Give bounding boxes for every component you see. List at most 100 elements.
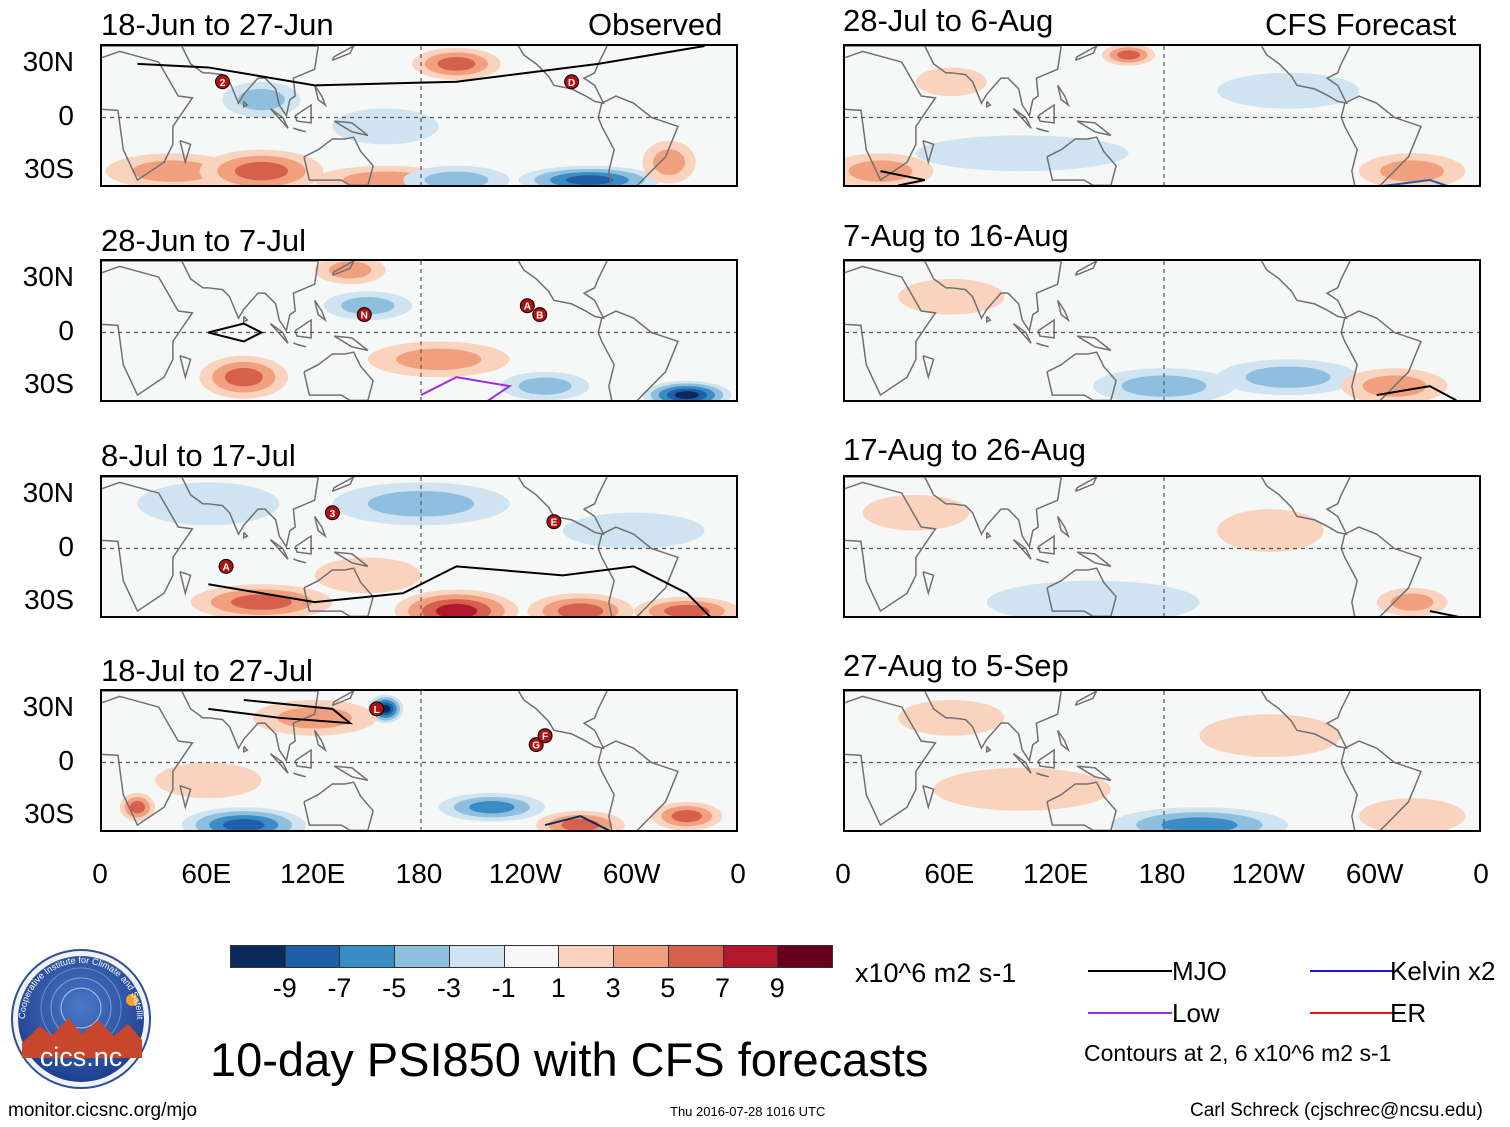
y-tick-label: 0 [58, 744, 74, 776]
coastline [1056, 515, 1070, 539]
coastline [1076, 765, 1112, 782]
map-canvas: L GF [102, 691, 736, 830]
y-tick-label: 30N [22, 45, 74, 77]
map-canvas: N AB [102, 261, 736, 400]
coastline [1012, 752, 1032, 774]
observed-panel-title: 28-Jun to 7-Jul [101, 223, 307, 258]
coastline [1076, 120, 1112, 137]
y-tick-label: 30S [24, 153, 74, 185]
x-tick-label: 0 [92, 858, 108, 889]
coastline [243, 100, 249, 108]
contour-line [208, 565, 711, 616]
map-canvas [845, 691, 1479, 830]
coastline [1056, 299, 1070, 323]
coastline [1056, 729, 1070, 753]
x-tick-label: 120W [488, 858, 562, 889]
colorbar-swatch [503, 945, 560, 968]
observed-panel-title: 8-Jul to 17-Jul [101, 438, 296, 473]
y-tick-label: 0 [58, 99, 74, 131]
y-tick-label: 30N [22, 260, 74, 292]
coastline [1036, 558, 1050, 564]
storm-marker: L [369, 701, 385, 717]
coastline [1074, 46, 1098, 61]
coastline [1036, 127, 1050, 133]
positive-anomaly-region [155, 762, 262, 799]
legend-line-kelvin [1310, 970, 1394, 972]
colorbar-swatch [558, 945, 615, 968]
x-tick-label: 60W [1345, 858, 1404, 889]
y-tick-label: 30N [22, 476, 74, 508]
coastline [1046, 781, 1117, 830]
negative-anomaly-region [518, 377, 572, 395]
forecast-label: CFS Forecast [1265, 7, 1457, 42]
positive-anomaly-region [671, 809, 703, 823]
storm-marker-dot [324, 505, 340, 521]
colorbar-swatch [777, 945, 833, 968]
storm-marker-label: 3 [330, 509, 336, 520]
x-tick-label: 120E [279, 858, 346, 889]
coastline [269, 752, 289, 774]
coastline [179, 140, 192, 166]
coastline [1037, 103, 1055, 124]
coastline [1037, 318, 1055, 339]
storm-marker-label: A [222, 562, 229, 573]
positive-anomaly-region [1199, 714, 1342, 758]
coastline [293, 127, 307, 133]
contour-line [137, 46, 705, 87]
y-tick-label: 0 [58, 530, 74, 562]
legend-line-low [1088, 1012, 1172, 1014]
footer-url[interactable]: monitor.cicsnc.org/mjo [8, 1100, 198, 1121]
legend-label-er: ER [1390, 998, 1427, 1028]
negative-anomaly-region [562, 512, 705, 549]
storm-marker-label: E [551, 518, 558, 529]
coastline [333, 120, 369, 137]
coastline [313, 299, 327, 323]
colorbar-tick-label: -5 [382, 973, 407, 1003]
x-tick-label: 120W [1231, 858, 1305, 889]
coastline [293, 772, 307, 778]
coastline [597, 310, 679, 400]
colorbar-swatch [667, 945, 724, 968]
x-tick-label: 60E [924, 858, 975, 889]
positive-anomaly-region [129, 801, 146, 814]
colorbar-tick-label: 9 [769, 973, 785, 1003]
positive-anomaly-region [1117, 50, 1140, 60]
coastline [1037, 534, 1055, 555]
coastline [517, 261, 608, 320]
colorbar-tick-label: -7 [327, 973, 352, 1003]
map-canvas: 3 E A [102, 477, 736, 616]
colorbar-swatch [284, 945, 341, 968]
contour-line [1429, 610, 1460, 616]
forecast-panel-title: 7-Aug to 16-Aug [843, 218, 1069, 253]
storm-marker-dot [532, 307, 548, 323]
coastline [102, 477, 319, 549]
colorbar-swatch [722, 945, 779, 968]
coastline [313, 729, 327, 753]
positive-anomaly-region [848, 160, 913, 182]
coastline [517, 477, 608, 536]
positive-anomaly-region [898, 278, 1005, 315]
contour-line [1382, 179, 1448, 185]
storm-marker-label: 2 [220, 78, 226, 89]
positive-anomaly-region [915, 67, 987, 97]
coastline [333, 335, 369, 352]
x-tick-label: 0 [730, 858, 746, 889]
negative-anomaly-region [915, 135, 1129, 172]
coastline [1056, 84, 1070, 108]
coastline [1076, 335, 1112, 352]
storm-marker: G [528, 737, 544, 753]
x-tick-label: 0 [1473, 858, 1489, 889]
negative-anomaly-region [1121, 375, 1207, 397]
positive-anomaly-region [437, 56, 476, 71]
coastline [303, 351, 374, 400]
coastline [179, 571, 192, 597]
storm-marker-dot [564, 74, 580, 90]
positive-anomaly-region [396, 348, 482, 371]
positive-anomaly-region [561, 818, 600, 830]
coastline [986, 745, 992, 753]
map-canvas [845, 477, 1479, 616]
observed-panel-title: 18-Jul to 27-Jul [101, 653, 313, 688]
negative-anomaly-region [469, 801, 515, 814]
